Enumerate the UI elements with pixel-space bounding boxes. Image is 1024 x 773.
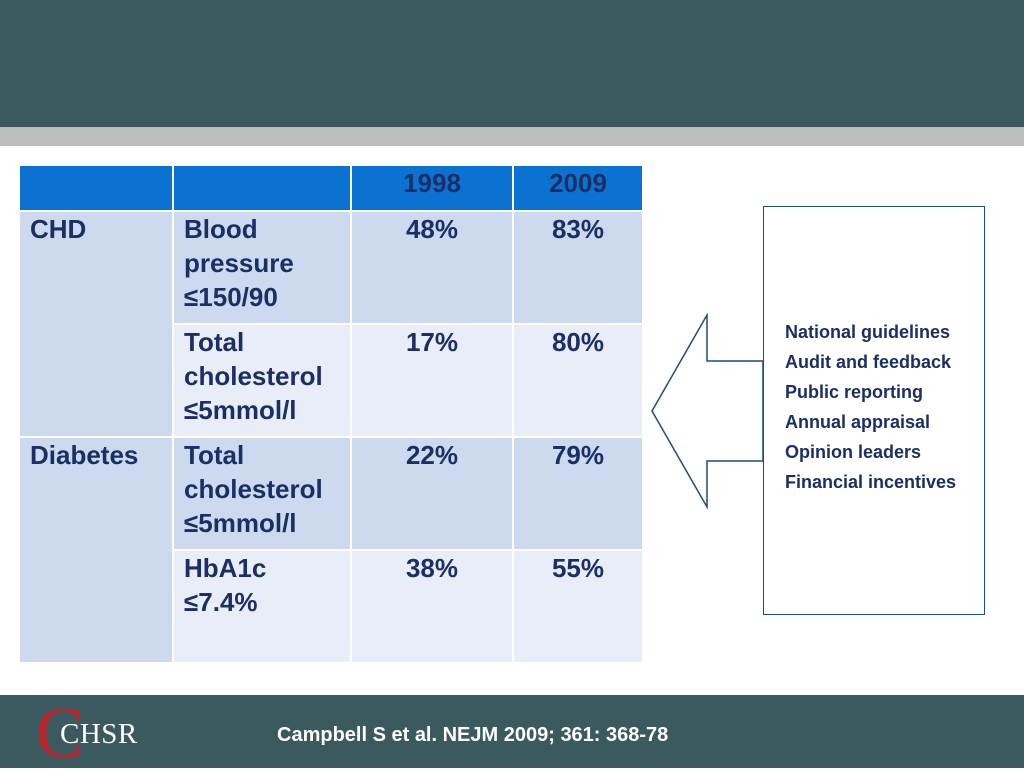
value-cell-2009: 79% [514,438,642,549]
list-item: Audit and feedback [785,352,952,372]
measure-cell: Total cholesterol ≤5mmol/l [174,325,350,436]
interventions-box: National guidelines Audit and feedback P… [763,206,985,615]
value-cell-1998: 22% [352,438,512,549]
measure-cell: Blood pressure ≤150/90 [174,212,350,323]
logo-letter: C [36,693,85,773]
measure-cell: HbA1c ≤7.4% [174,551,350,662]
left-arrow-icon [651,313,764,509]
results-table: 1998 2009 CHD Blood pressure ≤150/90 48%… [18,164,644,664]
value-cell-1998: 48% [352,212,512,323]
value-cell-2009: 83% [514,212,642,323]
header-cell-group [20,166,172,210]
value-cell-1998: 17% [352,325,512,436]
measure-cell: Total cholesterol ≤5mmol/l [174,438,350,549]
chsr-logo: C CHSR [36,697,146,769]
citation-text: Campbell S et al. NEJM 2009; 361: 368-78 [277,724,669,746]
table-row: CHD Blood pressure ≤150/90 48% 83% [20,212,642,436]
top-band [0,0,1024,127]
value-cell-2009: 80% [514,325,642,436]
interventions-list: National guidelines Audit and feedback P… [785,317,956,497]
bottom-band [0,695,1024,768]
value-cell-2009: 55% [514,551,642,662]
group-cell-chd: CHD [20,212,172,436]
header-cell-measure [174,166,350,210]
list-item: Opinion leaders [785,442,922,462]
list-item: Public reporting [785,382,924,402]
table-row: Diabetes Total cholesterol ≤5mmol/l 22% … [20,438,642,662]
logo-text: CHSR [60,718,138,750]
value-cell-1998: 38% [352,551,512,662]
list-item: National guidelines [785,322,951,342]
group-cell-diabetes: Diabetes [20,438,172,662]
list-item: Annual appraisal [785,412,931,432]
header-cell-1998: 1998 [352,166,512,210]
top-stripe [0,127,1024,146]
table-row: Total cholesterol ≤5mmol/l 17% 80% [20,325,642,436]
list-item: Financial incentives [785,472,957,492]
header-cell-2009: 2009 [514,166,642,210]
table-header-row: 1998 2009 [20,166,642,210]
table-row: HbA1c ≤7.4% 38% 55% [20,551,642,662]
